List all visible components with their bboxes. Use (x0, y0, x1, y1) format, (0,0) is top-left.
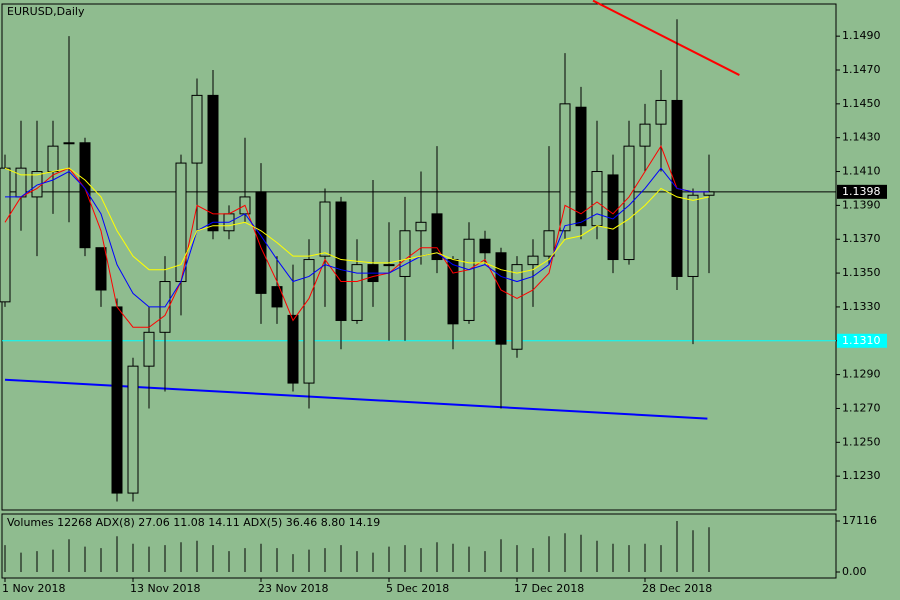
x-tick-label: 13 Nov 2018 (130, 582, 200, 595)
candle-body (319, 201, 331, 257)
y-tick-label: 1.1230 (842, 469, 881, 482)
candle-body (111, 306, 123, 494)
candle-body (463, 238, 475, 321)
candle-body (351, 264, 363, 321)
candle-body (431, 213, 443, 261)
y-tick-label: 1.1330 (842, 300, 881, 313)
y-tick-label: 1.1250 (842, 435, 881, 448)
x-tick-label: 17 Dec 2018 (514, 582, 584, 595)
candle-body (527, 255, 539, 266)
y-tick-label: 1.1450 (842, 97, 881, 110)
indicator-line (4, 145, 709, 328)
trendline (592, 0, 740, 76)
level-tag (837, 184, 887, 199)
candle-body (623, 145, 635, 261)
indicator-line (5, 167, 709, 308)
candle-body (143, 331, 155, 367)
candle-body (47, 145, 59, 173)
x-tick-label: 1 Nov 2018 (2, 582, 65, 595)
candle-body (591, 171, 603, 227)
candle-body (511, 264, 523, 350)
candle-body (687, 194, 699, 277)
candle-body (271, 286, 283, 308)
candle-body (335, 201, 347, 321)
y-tick-label: 1.1430 (842, 131, 881, 144)
y-tick-label: 1.1270 (842, 401, 881, 414)
candle-body (639, 123, 651, 147)
candle-body (287, 314, 299, 384)
volume-tick-label: 17116 (842, 514, 877, 527)
y-tick-label: 1.1390 (842, 198, 881, 211)
x-tick-label: 23 Nov 2018 (258, 582, 328, 595)
candle-body (255, 191, 267, 294)
candle-body (703, 191, 715, 196)
candle-body (63, 142, 75, 145)
candle-body (127, 365, 139, 494)
x-tick-label: 5 Dec 2018 (386, 582, 449, 595)
level-tag (837, 333, 887, 348)
candle-body (575, 106, 587, 227)
y-tick-label: 1.1350 (842, 266, 881, 279)
candle-body (447, 259, 459, 325)
level-label: 1.1398 (842, 185, 881, 198)
candle-body (15, 167, 27, 198)
candle-body (191, 94, 203, 164)
candle-body (303, 259, 315, 384)
candle-body (79, 142, 91, 249)
candle-body (607, 174, 619, 261)
candle-body (399, 230, 411, 277)
candle-body (0, 167, 11, 303)
chart-title: EURUSD,Daily (7, 5, 85, 18)
volume-frame (1, 513, 837, 579)
candle-body (655, 99, 667, 125)
level-label: 1.1310 (842, 334, 881, 347)
candle-body (495, 252, 507, 345)
x-tick-label: 28 Dec 2018 (642, 582, 712, 595)
candle-body (559, 103, 571, 232)
y-tick-label: 1.1290 (842, 368, 881, 381)
candle-body (543, 230, 555, 257)
volume-tick-label: 0.00 (842, 565, 867, 578)
y-tick-label: 1.1490 (842, 29, 881, 42)
indicator-line (4, 167, 710, 274)
candle-body (207, 94, 219, 232)
candle-body (383, 264, 395, 267)
y-tick-label: 1.1410 (842, 165, 881, 178)
y-tick-label: 1.1370 (842, 232, 881, 245)
y-tick-label: 1.1470 (842, 63, 881, 76)
candle-body (415, 221, 427, 232)
candle-body (95, 247, 107, 291)
candle-body (479, 238, 491, 254)
volume-title: Volumes 12268 ADX(8) 27.06 11.08 14.11 A… (7, 516, 380, 529)
